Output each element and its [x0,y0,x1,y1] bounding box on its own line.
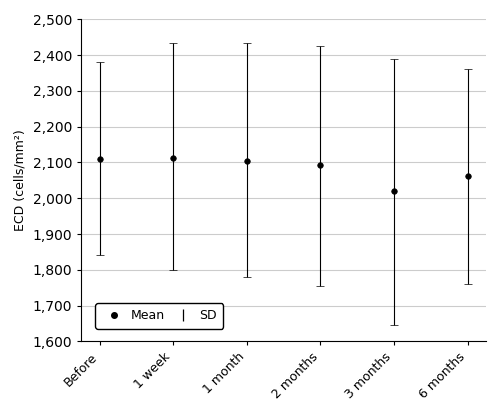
Y-axis label: ECD (cells/mm²): ECD (cells/mm²) [14,129,27,231]
Legend: Mean, SD: Mean, SD [96,303,224,329]
